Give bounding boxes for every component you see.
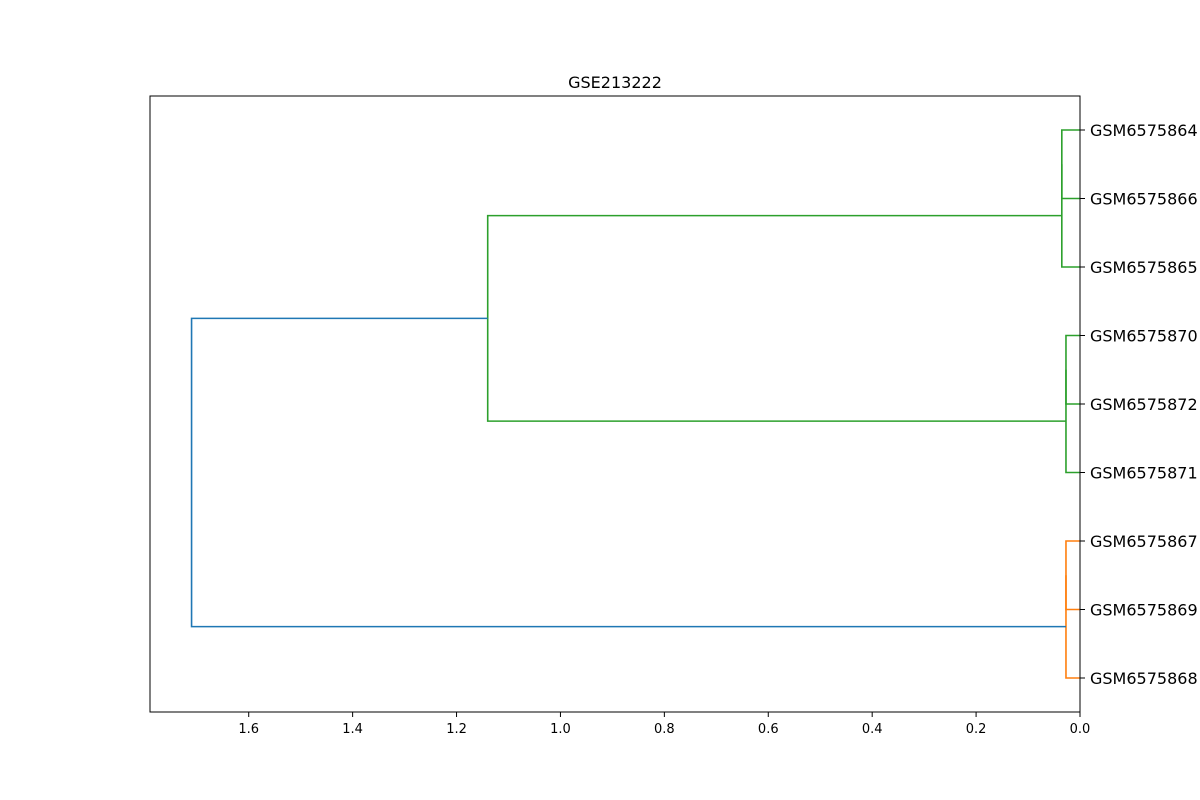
- dendrogram-links: [190, 129, 1080, 679]
- leaf-label: GSM6575866: [1090, 190, 1198, 209]
- leaf-label: GSM6575869: [1090, 601, 1198, 620]
- x-tick-label: 1.0: [550, 722, 571, 737]
- leaf-label: GSM6575870: [1090, 327, 1198, 346]
- leaf-label: GSM6575868: [1090, 669, 1198, 688]
- leaf-label: GSM6575871: [1090, 464, 1198, 483]
- dendrogram-link: [1065, 369, 1080, 474]
- x-tick-label: 1.2: [446, 722, 467, 737]
- chart-title: GSE213222: [568, 73, 662, 92]
- leaf-label: GSM6575872: [1090, 395, 1198, 414]
- x-tick-label: 0.0: [1070, 722, 1091, 737]
- dendrogram-link: [486, 214, 1066, 422]
- leaf-labels: GSM6575864 GSM6575866 GSM6575865 GSM6575870…: [1080, 121, 1198, 688]
- plot-frame: [149, 95, 1081, 713]
- dendrogram-link: [1065, 334, 1080, 405]
- dendrogram-link: [1061, 164, 1080, 268]
- dendrogram-link: [1065, 540, 1080, 611]
- leaf-label: GSM6575865: [1090, 258, 1198, 277]
- leaf-label: GSM6575867: [1090, 532, 1198, 551]
- x-tick-label: 0.6: [758, 722, 779, 737]
- x-tick-label: 0.2: [966, 722, 987, 737]
- leaf-label: GSM6575864: [1090, 121, 1198, 140]
- dendrogram-link: [1061, 129, 1080, 200]
- x-axis: 1.6 1.4 1.2 1.0 0.8 0.6 0.4 0.2 0.0: [238, 712, 1090, 737]
- x-tick-label: 1.4: [342, 722, 363, 737]
- x-tick-label: 0.8: [654, 722, 675, 737]
- x-tick-label: 1.6: [238, 722, 259, 737]
- x-tick-label: 0.4: [862, 722, 883, 737]
- dendrogram-link: [190, 317, 1066, 628]
- dendrogram-link: [1065, 575, 1080, 679]
